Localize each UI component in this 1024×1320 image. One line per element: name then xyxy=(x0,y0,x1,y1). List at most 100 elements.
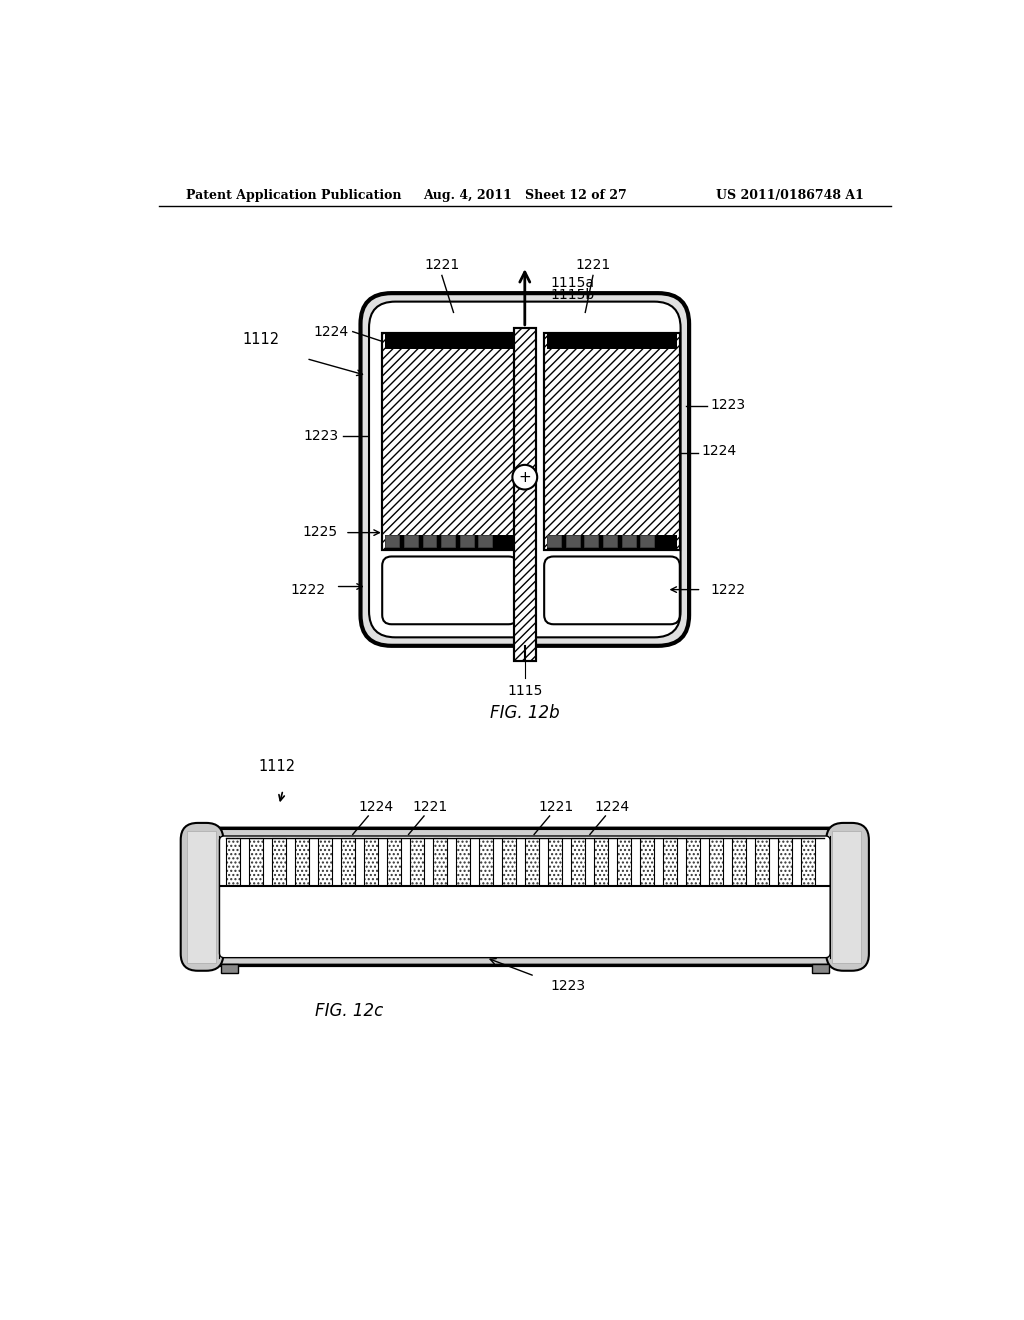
Bar xyxy=(640,837,654,886)
Bar xyxy=(341,837,355,886)
FancyBboxPatch shape xyxy=(219,836,830,958)
Bar xyxy=(478,535,493,548)
Bar xyxy=(433,837,447,886)
Bar xyxy=(317,837,332,886)
Bar xyxy=(663,837,677,886)
Text: 1222: 1222 xyxy=(711,582,745,597)
Text: +: + xyxy=(518,470,531,484)
Bar xyxy=(548,837,562,886)
Bar xyxy=(663,837,677,886)
Bar xyxy=(225,837,240,886)
Bar xyxy=(456,837,470,886)
Text: FIG. 12c: FIG. 12c xyxy=(314,1002,383,1019)
Bar xyxy=(271,837,286,886)
Text: 1223: 1223 xyxy=(304,429,339,442)
Bar xyxy=(441,535,455,548)
Bar xyxy=(271,837,286,886)
Bar xyxy=(387,837,401,886)
Text: 1224: 1224 xyxy=(358,800,393,814)
Bar xyxy=(433,837,447,886)
Text: FIG. 12b: FIG. 12b xyxy=(490,704,559,722)
Bar xyxy=(502,837,516,886)
Text: Aug. 4, 2011   Sheet 12 of 27: Aug. 4, 2011 Sheet 12 of 27 xyxy=(423,189,627,202)
Text: 1115a: 1115a xyxy=(550,276,594,290)
Bar xyxy=(640,535,654,548)
Bar xyxy=(221,964,238,973)
Bar xyxy=(547,535,677,550)
Text: Patent Application Publication: Patent Application Publication xyxy=(186,189,401,202)
Bar xyxy=(640,837,654,886)
Bar xyxy=(410,837,424,886)
Text: 1221: 1221 xyxy=(413,800,447,814)
Text: 1224: 1224 xyxy=(595,800,630,814)
Bar xyxy=(732,837,746,886)
Text: 1221: 1221 xyxy=(424,259,460,272)
Bar xyxy=(385,333,515,348)
Bar xyxy=(603,535,617,548)
Text: 1221: 1221 xyxy=(575,259,610,272)
Bar xyxy=(364,837,378,886)
Text: 1224: 1224 xyxy=(701,444,736,458)
Bar xyxy=(622,535,636,548)
Text: 1112: 1112 xyxy=(242,331,280,347)
Bar xyxy=(187,830,216,964)
Text: 1223: 1223 xyxy=(550,979,586,993)
Bar xyxy=(387,837,401,886)
FancyBboxPatch shape xyxy=(212,829,838,965)
Text: 1223: 1223 xyxy=(711,397,745,412)
Bar xyxy=(249,837,263,886)
Bar xyxy=(594,837,608,886)
Bar xyxy=(570,837,585,886)
Bar xyxy=(341,837,355,886)
Bar xyxy=(801,837,815,886)
Bar xyxy=(778,837,793,886)
Bar xyxy=(249,837,263,886)
Bar xyxy=(547,333,677,348)
Bar xyxy=(616,837,631,886)
Bar xyxy=(382,333,518,550)
Bar xyxy=(566,535,580,548)
FancyBboxPatch shape xyxy=(382,557,518,624)
FancyBboxPatch shape xyxy=(369,302,681,638)
Bar xyxy=(295,837,309,886)
Bar xyxy=(364,837,378,886)
Bar xyxy=(502,837,516,886)
Bar xyxy=(317,837,332,886)
Bar xyxy=(755,837,769,886)
Bar xyxy=(833,830,861,964)
Bar xyxy=(479,837,493,886)
Bar xyxy=(548,837,562,886)
Bar xyxy=(778,837,793,886)
Bar xyxy=(225,837,240,886)
Bar xyxy=(732,837,746,886)
Bar xyxy=(456,837,470,886)
Bar xyxy=(686,837,700,886)
FancyBboxPatch shape xyxy=(360,293,689,645)
Bar xyxy=(423,535,436,548)
FancyBboxPatch shape xyxy=(544,557,680,624)
Bar xyxy=(295,837,309,886)
Bar xyxy=(385,535,399,548)
Bar xyxy=(594,837,608,886)
Bar xyxy=(524,837,539,886)
Bar xyxy=(547,535,561,548)
FancyBboxPatch shape xyxy=(826,822,869,970)
Bar xyxy=(709,837,723,886)
Text: 1221: 1221 xyxy=(539,800,573,814)
Text: 1225: 1225 xyxy=(302,525,337,539)
FancyBboxPatch shape xyxy=(180,822,223,970)
Bar xyxy=(403,535,418,548)
Bar xyxy=(812,964,828,973)
Text: US 2011/0186748 A1: US 2011/0186748 A1 xyxy=(717,189,864,202)
Circle shape xyxy=(512,465,538,490)
Bar xyxy=(585,535,598,548)
Bar xyxy=(544,333,680,550)
Bar xyxy=(385,535,515,550)
Bar xyxy=(479,837,493,886)
Text: 1112: 1112 xyxy=(258,759,295,775)
Bar xyxy=(755,837,769,886)
Bar xyxy=(460,535,474,548)
Bar xyxy=(524,837,539,886)
Bar xyxy=(514,327,536,661)
Text: 1224: 1224 xyxy=(313,325,349,339)
